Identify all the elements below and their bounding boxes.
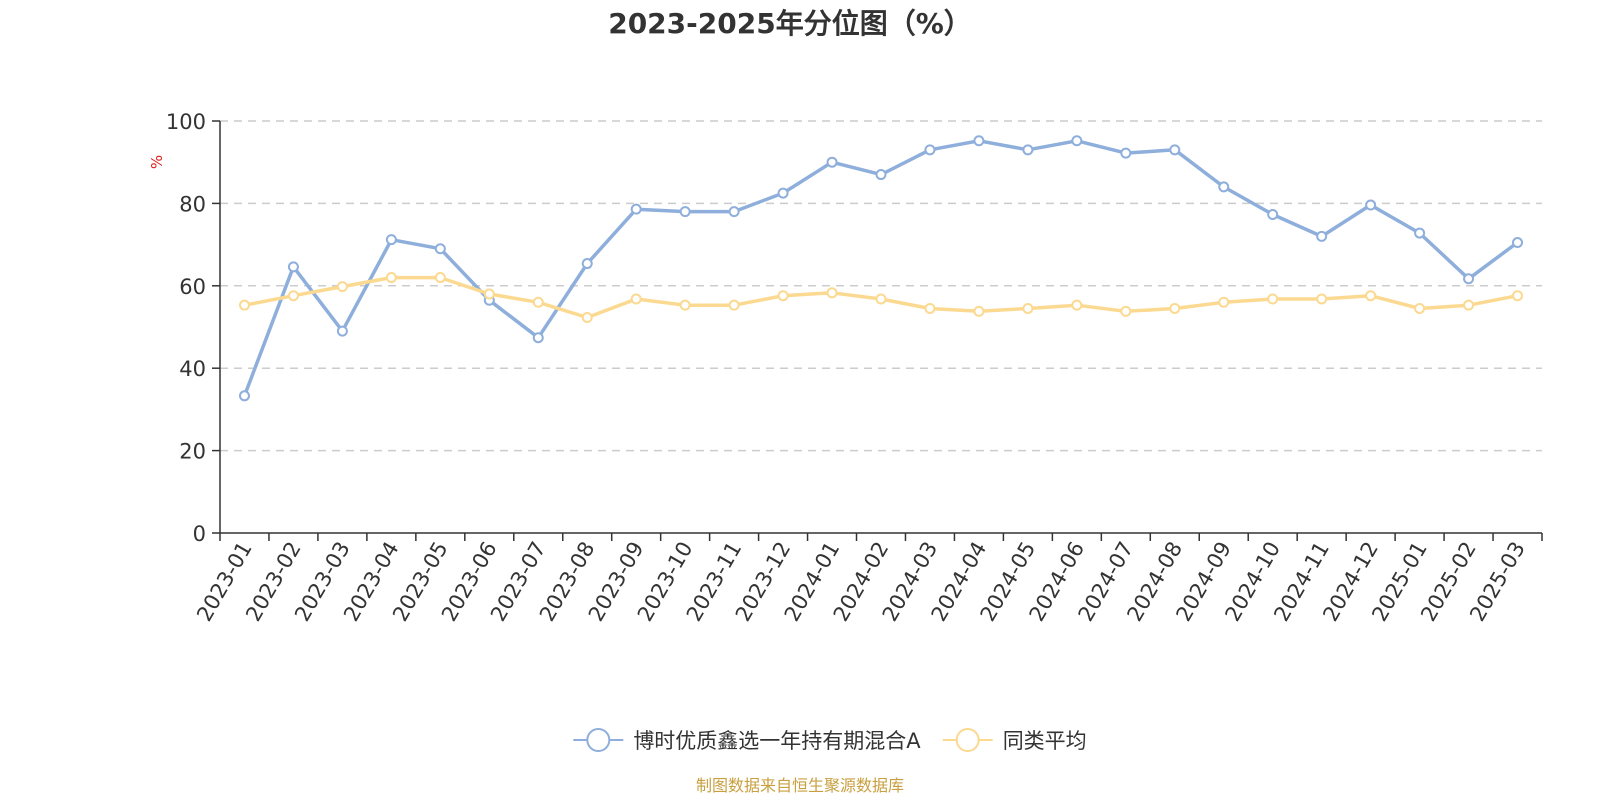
x-tick-labels: 2023-012023-022023-032023-042023-052023-… <box>192 538 1530 626</box>
series-1-point <box>336 325 348 337</box>
legend-label: 博时优质鑫选一年持有期混合A <box>633 729 921 753</box>
series-2-point <box>385 272 397 284</box>
series-1-point <box>630 203 642 215</box>
series-1-point <box>385 234 397 246</box>
series-1-point <box>1365 199 1377 211</box>
series-2-point <box>1316 293 1328 305</box>
series-2-point <box>1365 290 1377 302</box>
series-1-point <box>1463 273 1475 285</box>
series-1-point <box>826 156 838 168</box>
series-2-point <box>679 299 691 311</box>
series-2-point <box>777 290 789 302</box>
series-1-point <box>287 261 299 273</box>
series-2-point <box>1169 302 1181 314</box>
series-2-point <box>238 299 250 311</box>
series-2-point <box>924 302 936 314</box>
series-2-point <box>287 290 299 302</box>
axes <box>212 120 1543 541</box>
series-2-point <box>1022 302 1034 314</box>
series-1-point <box>679 206 691 218</box>
legend-label: 同类平均 <box>1003 729 1087 753</box>
series-2-point <box>826 287 838 299</box>
y-tick-label: 40 <box>179 357 206 381</box>
series-2-point <box>1414 302 1426 314</box>
y-tick-label: 100 <box>166 110 206 134</box>
legend-circle-icon <box>586 728 611 752</box>
chart-title: 2023-2025年分位图（%） <box>608 7 972 40</box>
series-2-point <box>1512 290 1524 302</box>
series-1-point <box>532 332 544 344</box>
series-1-point <box>1022 144 1034 156</box>
series-1-point <box>238 390 250 402</box>
series-2-point <box>1267 293 1279 305</box>
series-1-point <box>1169 144 1181 156</box>
series-1-point <box>728 206 740 218</box>
series-1-point <box>1414 227 1426 239</box>
y-tick-labels: 0 20 40 60 80 100 <box>166 110 206 546</box>
y-tick-label: 60 <box>179 275 206 299</box>
series-lines <box>238 135 1524 402</box>
series-2-point <box>630 293 642 305</box>
series-2-point <box>434 272 446 284</box>
series-1-point <box>777 187 789 199</box>
series-2-point <box>483 288 495 300</box>
legend-item-1: 博时优质鑫选一年持有期混合A <box>573 728 921 753</box>
series-1-point <box>875 169 887 181</box>
series-1-point <box>434 243 446 255</box>
series-1-point <box>1316 230 1328 242</box>
series-2-point <box>973 305 985 317</box>
y-tick-label: 0 <box>193 522 206 546</box>
series-2-point <box>1071 299 1083 311</box>
series-2-point <box>532 296 544 308</box>
series-1-point <box>1071 135 1083 147</box>
y-axis-label: % <box>148 155 166 169</box>
series-2-point <box>336 281 348 293</box>
series-2-point <box>1120 305 1132 317</box>
legend: 博时优质鑫选一年持有期混合A 同类平均 <box>573 728 1087 753</box>
series-1-point <box>1120 147 1132 159</box>
grid-lines <box>220 120 1542 452</box>
series-2-point <box>581 312 593 324</box>
legend-item-2: 同类平均 <box>942 728 1087 753</box>
y-tick-label: 80 <box>179 192 206 216</box>
legend-circle-icon <box>955 728 980 752</box>
y-tick-label: 20 <box>179 440 206 464</box>
series-1-point <box>1267 209 1279 221</box>
series-1-point <box>581 258 593 270</box>
source-note: 制图数据来自恒生聚源数据库 <box>696 776 904 795</box>
series-2-point <box>875 293 887 305</box>
series-1-point <box>973 135 985 147</box>
series-2-point <box>1218 296 1230 308</box>
series-2-point <box>728 299 740 311</box>
series-1-point <box>924 144 936 156</box>
series-2-point <box>1463 299 1475 311</box>
series-1-point <box>1218 181 1230 193</box>
series-1-point <box>1512 237 1524 249</box>
